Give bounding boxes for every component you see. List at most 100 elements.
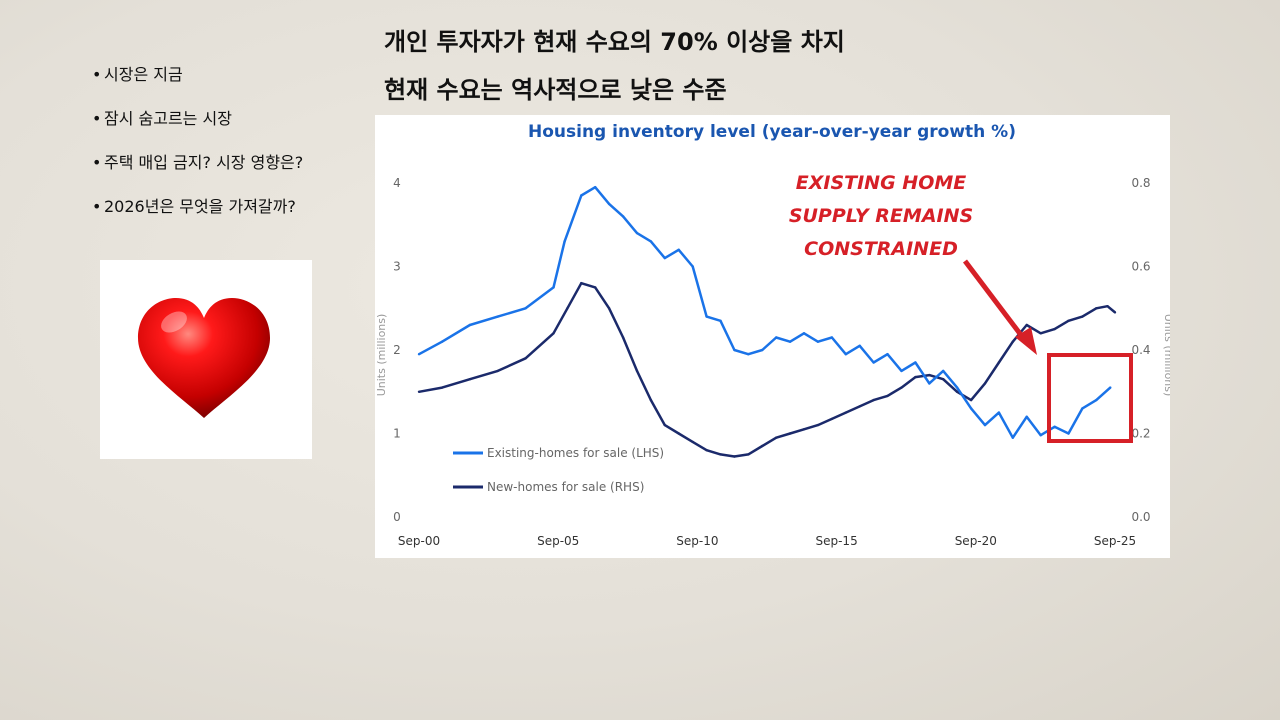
x-tick-label: Sep-10 (676, 534, 718, 548)
data-point-new-homes (440, 386, 444, 389)
data-point-existing-homes (607, 202, 611, 206)
x-tick-label: Sep-25 (1094, 534, 1136, 548)
data-point-new-homes (1025, 323, 1028, 327)
data-point-new-homes (942, 378, 945, 381)
data-point-existing-homes (1053, 425, 1056, 428)
data-point-new-homes (761, 444, 764, 448)
y-axis-right-ticks: 0.0 0.2 0.4 0.6 0.8 (1131, 176, 1150, 524)
x-axis-ticks: Sep-00 Sep-05 Sep-10 Sep-15 Sep-20 Sep-2… (398, 534, 1136, 548)
data-point-new-homes (914, 375, 917, 379)
data-point-new-homes (1053, 327, 1056, 331)
data-point-existing-homes (417, 353, 421, 356)
data-point-new-homes (1081, 315, 1084, 318)
data-point-new-homes (816, 423, 820, 427)
bullet-text: 주택 매입 금지? 시장 영향은? (104, 153, 304, 172)
bullet-text: 시장은 지금 (104, 65, 183, 84)
data-point-new-homes (788, 432, 792, 435)
bullet-symbol: • (92, 153, 102, 172)
data-point-new-homes (496, 369, 499, 373)
data-point-existing-homes (496, 315, 499, 318)
data-point-existing-homes (747, 353, 750, 356)
data-point-new-homes (1106, 305, 1109, 308)
data-point-existing-homes (997, 411, 1001, 414)
y-right-tick-label: 0.4 (1131, 343, 1150, 357)
heart-image (100, 260, 312, 459)
bullet-symbol: • (92, 109, 102, 128)
series-points-new-homes (417, 282, 1117, 458)
series-points-existing-homes (417, 186, 1112, 439)
data-point-new-homes (775, 436, 778, 439)
data-point-new-homes (928, 373, 931, 377)
slide-headline-1: 개인 투자자가 현재 수요의 70% 이상을 차지 (384, 28, 845, 56)
y-left-tick-label: 4 (393, 176, 401, 190)
bullet-item: • 주택 매입 금지? 시장 영향은? (92, 150, 303, 194)
highlight-box (1047, 353, 1133, 443)
data-point-existing-homes (942, 369, 945, 373)
annotation: EXISTING HOME SUPPLY REMAINS CONSTRAINED (789, 172, 1133, 443)
data-point-existing-homes (1095, 398, 1098, 402)
y-left-tick-label: 2 (393, 343, 401, 357)
data-point-new-homes (886, 394, 889, 398)
data-point-existing-homes (1109, 386, 1112, 389)
y-right-tick-label: 0.8 (1131, 176, 1150, 190)
y-right-tick-label: 0.6 (1131, 260, 1150, 274)
data-point-new-homes (1113, 311, 1117, 314)
data-point-new-homes (649, 398, 653, 402)
y-left-tick-label: 3 (393, 260, 401, 274)
y-right-tick-label: 0.2 (1131, 427, 1150, 441)
y-left-tick-label: 0 (393, 510, 401, 524)
data-point-new-homes (1011, 340, 1014, 343)
data-point-existing-homes (928, 382, 931, 385)
data-point-new-homes (524, 357, 527, 360)
data-point-new-homes (830, 417, 834, 421)
legend-label-existing: Existing-homes for sale (LHS) (487, 446, 664, 460)
data-point-new-homes (1039, 332, 1042, 335)
data-point-existing-homes (1039, 434, 1042, 437)
data-point-existing-homes (580, 194, 583, 197)
bullet-list: • 시장은 지금 • 잠시 숨고르는 시장 • 주택 매입 금지? 시장 영향은? •… (92, 62, 303, 238)
data-point-existing-homes (830, 336, 834, 339)
series-line-existing-homes (418, 185, 1112, 439)
data-point-existing-homes (816, 340, 820, 343)
data-point-new-homes (468, 378, 472, 381)
bullet-item: • 잠시 숨고르는 시장 (92, 106, 303, 150)
data-point-existing-homes (788, 340, 792, 343)
annotation-line: SUPPLY REMAINS (789, 205, 973, 227)
annotation-line: EXISTING HOME (796, 172, 966, 194)
annotation-line: CONSTRAINED (804, 238, 958, 260)
bullet-text: 잠시 숨고르는 시장 (104, 109, 232, 128)
data-point-new-homes (417, 390, 421, 393)
data-point-new-homes (955, 390, 959, 393)
bullet-item: • 2026년은 무엇을 가져갈까? (92, 194, 303, 238)
annotation-arrow (963, 259, 1029, 345)
data-point-existing-homes (635, 231, 639, 235)
data-point-existing-homes (844, 353, 847, 356)
data-point-existing-homes (468, 323, 472, 327)
data-point-new-homes (900, 386, 903, 389)
data-point-existing-homes (1067, 432, 1070, 435)
data-point-existing-homes (900, 369, 903, 373)
bullet-item: • 시장은 지금 (92, 62, 303, 106)
data-point-new-homes (607, 307, 611, 310)
data-point-existing-homes (621, 215, 625, 218)
data-point-existing-homes (775, 336, 778, 339)
data-point-new-homes (621, 336, 625, 339)
bullet-symbol: • (92, 65, 102, 84)
data-point-new-homes (552, 332, 555, 335)
data-point-existing-homes (663, 256, 666, 260)
data-point-existing-homes (983, 423, 987, 427)
x-tick-label: Sep-20 (955, 534, 997, 548)
data-point-new-homes (747, 453, 750, 456)
data-point-new-homes (1067, 319, 1070, 322)
data-point-existing-homes (969, 407, 973, 410)
data-point-existing-homes (886, 353, 889, 356)
data-point-new-homes (705, 449, 708, 452)
y-right-tick-label: 0.0 (1131, 510, 1150, 524)
y-axis-left-label: Units (millions) (375, 314, 388, 397)
data-point-new-homes (691, 440, 694, 444)
data-point-new-homes (872, 398, 875, 402)
slide-headline-2: 현재 수요는 역사적으로 낮은 수준 (384, 76, 727, 104)
y-axis-left-ticks: 0 1 2 3 4 (393, 176, 401, 524)
data-point-new-homes (663, 423, 666, 427)
data-point-existing-homes (872, 361, 875, 364)
